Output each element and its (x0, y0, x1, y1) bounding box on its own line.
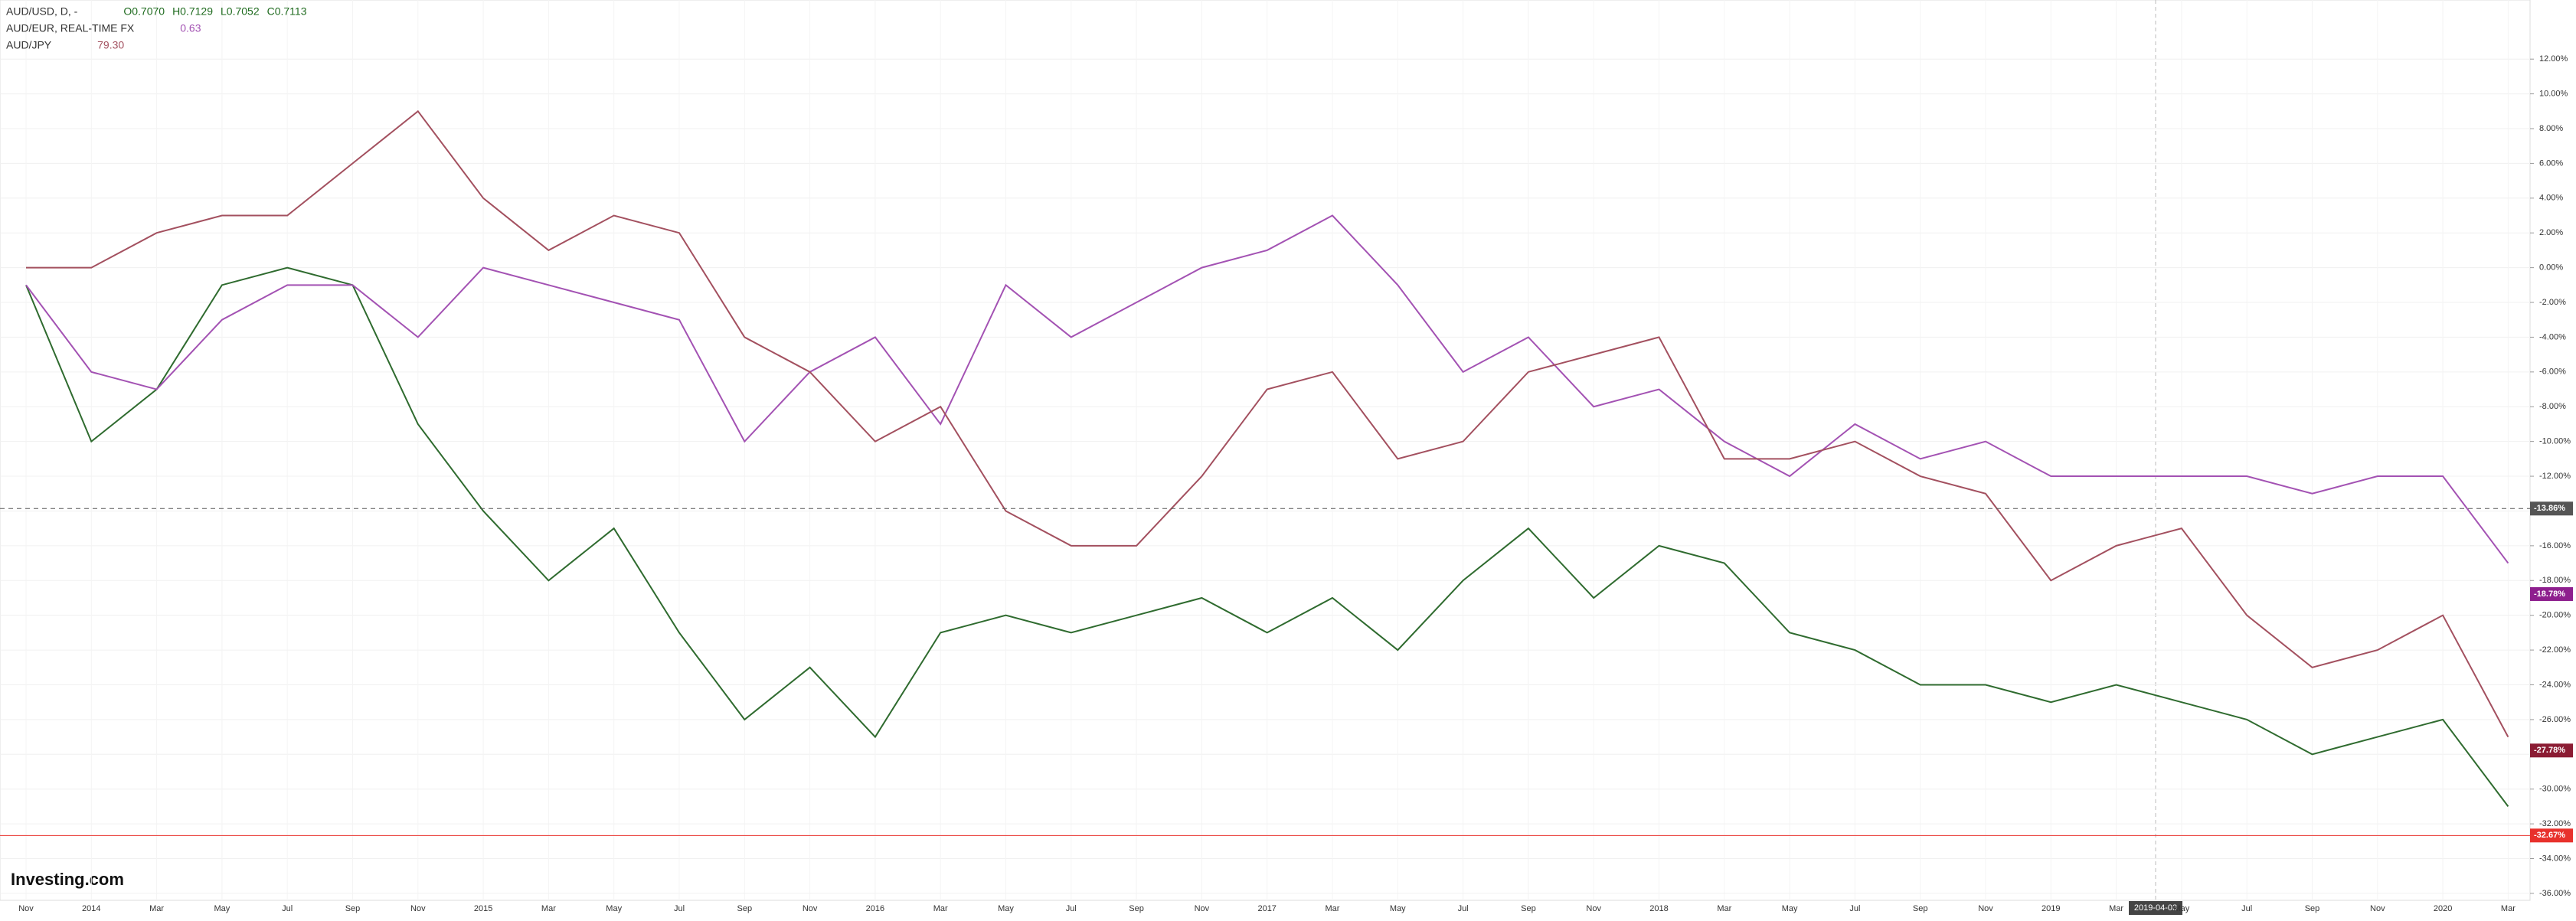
x-tick-label: Sep (1913, 904, 1928, 913)
y-tick-label: -30.00% (2539, 785, 2571, 794)
series-line (25, 266, 2509, 808)
series-line (25, 214, 2509, 564)
logo: Investing.com (11, 870, 124, 889)
x-tick-label: Mar (541, 904, 556, 913)
x-tick-label: 2018 (1649, 904, 1668, 913)
series-line (26, 109, 2509, 738)
x-tick-label: Sep (1521, 904, 1536, 913)
price-label: -18.78% (2534, 590, 2565, 599)
y-tick-label: -18.00% (2539, 576, 2571, 585)
x-tick-label: Nov (1978, 904, 1993, 913)
x-tick-label: Jul (1458, 904, 1469, 913)
y-tick-label: -34.00% (2539, 854, 2571, 863)
y-tick-label: 12.00% (2539, 54, 2568, 64)
legend-quote: L0.7052 (221, 5, 260, 18)
x-tick-label: 2015 (474, 904, 492, 913)
y-tick-label: 4.00% (2539, 194, 2563, 203)
x-tick-label: Jul (674, 904, 685, 913)
x-tick-label: Jul (1066, 904, 1077, 913)
crosshair-box (2129, 901, 2182, 915)
price-label: -13.86% (2534, 504, 2565, 513)
legend-quote: 0.63 (180, 22, 201, 34)
x-tick-label: May (1390, 904, 1406, 913)
x-tick-label: Sep (2305, 904, 2320, 913)
y-tick-label: -26.00% (2539, 715, 2571, 724)
x-tick-label: Mar (933, 904, 948, 913)
x-tick-label: Mar (2109, 904, 2123, 913)
x-tick-label: May (606, 904, 622, 913)
price-box (2530, 743, 2573, 758)
x-tick-label: Mar (2501, 904, 2516, 913)
y-tick-label: 0.00% (2539, 263, 2563, 273)
legend-quote: C0.7113 (267, 5, 307, 18)
x-tick-label: Nov (1586, 904, 1601, 913)
legend-quote: H0.7129 (172, 5, 213, 18)
x-tick-label: Nov (803, 904, 818, 913)
x-tick-label: 2020 (2434, 904, 2452, 913)
x-tick-label: May (1782, 904, 1798, 913)
x-tick-label: 2016 (866, 904, 884, 913)
y-tick-label: -22.00% (2539, 645, 2571, 655)
x-tick-label: 2019 (2042, 904, 2060, 913)
y-tick-label: -36.00% (2539, 889, 2571, 898)
x-tick-label: Sep (1129, 904, 1144, 913)
y-tick-label: -10.00% (2539, 437, 2571, 446)
x-tick-label: 2017 (1257, 904, 1276, 913)
y-tick-label: -16.00% (2539, 541, 2571, 550)
y-tick-label: -20.00% (2539, 611, 2571, 620)
x-tick-label: Sep (345, 904, 361, 913)
x-tick-label: Nov (410, 904, 426, 913)
y-tick-label: -32.00% (2539, 819, 2571, 828)
price-label: -27.78% (2534, 746, 2565, 755)
x-tick-label: Mar (1326, 904, 1340, 913)
y-tick-label: -2.00% (2539, 298, 2566, 307)
x-tick-label: Nov (2370, 904, 2385, 913)
y-tick-label: 2.00% (2539, 228, 2563, 237)
y-tick-label: -8.00% (2539, 402, 2566, 411)
y-tick-label: -24.00% (2539, 680, 2571, 689)
legend-quote: O0.7070 (123, 5, 165, 18)
y-tick-label: 10.00% (2539, 90, 2568, 99)
y-tick-label: 6.00% (2539, 158, 2563, 168)
legend-quote: 79.30 (97, 39, 124, 51)
x-tick-label: Jul (2241, 904, 2252, 913)
x-tick-label: Nov (18, 904, 34, 913)
x-tick-label: Jul (282, 904, 293, 913)
price-box (2530, 501, 2573, 516)
y-tick-label: -4.00% (2539, 332, 2566, 341)
x-tick-label: May (2174, 904, 2190, 913)
x-tick-label: Jul (1849, 904, 1860, 913)
price-box (2530, 828, 2573, 843)
y-tick-label: -12.00% (2539, 472, 2571, 481)
x-tick-label: May (998, 904, 1014, 913)
x-tick-label: 2014 (82, 904, 100, 913)
legend-symbol: AUD/EUR, REAL-TIME FX (6, 22, 135, 34)
plot-frame (0, 0, 2531, 901)
x-tick-label: May (214, 904, 230, 913)
x-tick-label: Sep (737, 904, 753, 913)
y-tick-label: 8.00% (2539, 124, 2563, 133)
y-tick-label: -6.00% (2539, 367, 2566, 377)
price-box (2530, 586, 2573, 601)
price-label: -32.67% (2534, 831, 2565, 840)
x-tick-label: Mar (149, 904, 164, 913)
x-tick-label: Mar (1717, 904, 1731, 913)
crosshair-label: 2019-04-03 (2134, 903, 2177, 913)
x-tick-label: Nov (1195, 904, 1210, 913)
legend-symbol: AUD/USD, D, - (6, 5, 78, 18)
legend-symbol: AUD/JPY (6, 39, 52, 51)
